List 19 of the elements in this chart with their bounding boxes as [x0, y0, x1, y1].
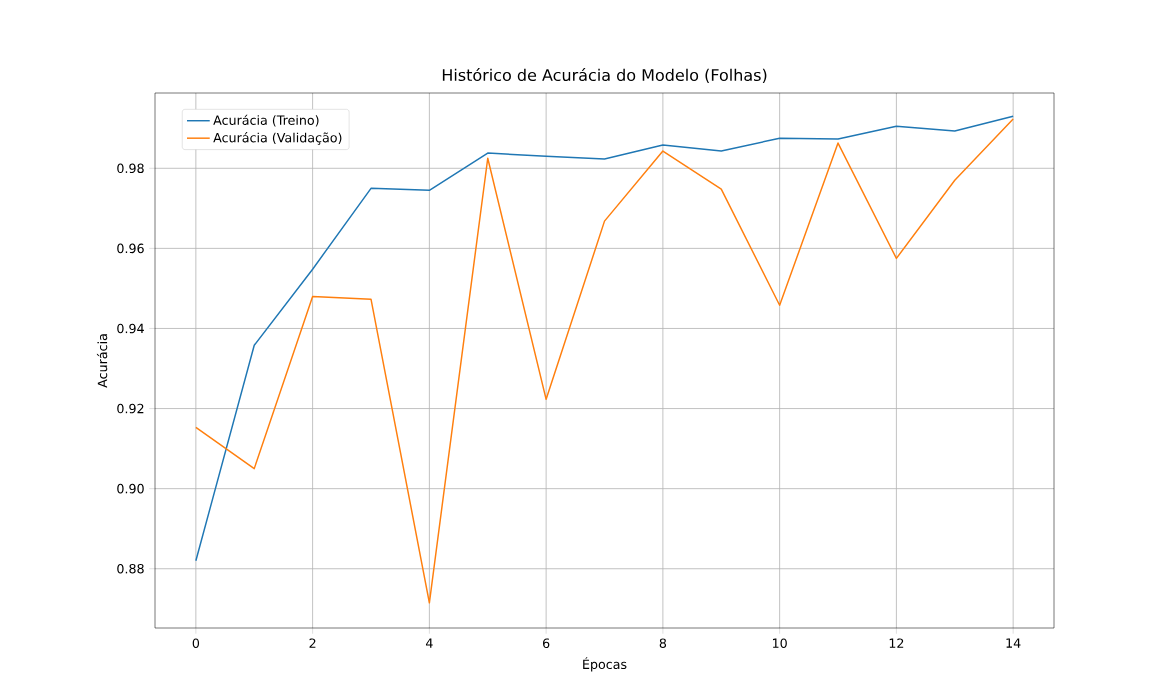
x-tick-label: 6 — [542, 638, 550, 648]
x-tick-label: 2 — [309, 638, 316, 648]
y-tick-label: 0.92 — [117, 403, 144, 414]
x-axis-title: Épocas — [583, 657, 627, 672]
x-tick-label: 4 — [425, 638, 433, 648]
chart-title: Histórico de Acurácia do Modelo (Folhas) — [442, 68, 767, 83]
x-tick-label: 0 — [192, 638, 200, 648]
x-tick-label: 14 — [1006, 638, 1021, 648]
x-tick-label: 12 — [889, 638, 904, 648]
y-tick-label: 0.94 — [117, 323, 144, 334]
x-tick-label: 10 — [772, 638, 787, 648]
legend-label: Acurácia (Validação) — [213, 132, 342, 145]
y-axis-title: Acurácia — [96, 334, 108, 388]
x-tick-label: 8 — [659, 638, 667, 648]
y-tick-label: 0.98 — [117, 163, 144, 174]
legend-label: Acurácia (Treino) — [213, 114, 319, 127]
y-tick-label: 0.90 — [117, 483, 144, 494]
y-tick-label: 0.96 — [117, 243, 144, 254]
y-tick-label: 0.88 — [117, 563, 144, 574]
